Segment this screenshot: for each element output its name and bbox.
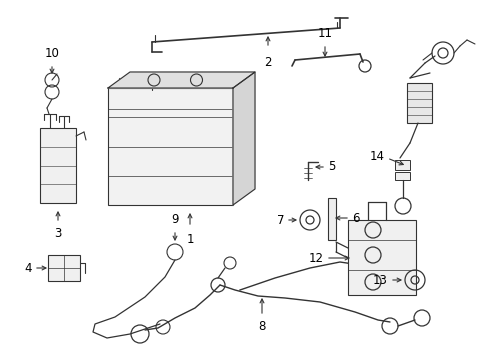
Text: 14: 14 — [369, 149, 384, 162]
Bar — [108, 88, 232, 205]
Polygon shape — [108, 72, 254, 88]
Bar — [327, 198, 335, 240]
Text: 10: 10 — [44, 47, 60, 60]
Polygon shape — [232, 72, 254, 205]
Text: 11: 11 — [317, 27, 332, 40]
Bar — [347, 220, 415, 295]
Text: 5: 5 — [327, 161, 335, 174]
Text: 13: 13 — [372, 274, 387, 287]
Bar — [394, 160, 409, 170]
Text: 1: 1 — [186, 233, 193, 246]
Bar — [48, 255, 80, 281]
Text: 7: 7 — [276, 213, 284, 226]
Bar — [406, 83, 431, 123]
Text: 4: 4 — [24, 261, 32, 274]
Text: 8: 8 — [258, 320, 265, 333]
Bar — [394, 172, 409, 180]
Text: 6: 6 — [351, 211, 359, 225]
Text: 3: 3 — [54, 227, 61, 240]
Bar — [40, 128, 76, 203]
Text: 2: 2 — [264, 56, 271, 69]
Text: 12: 12 — [308, 252, 324, 265]
Text: 9: 9 — [171, 213, 179, 226]
